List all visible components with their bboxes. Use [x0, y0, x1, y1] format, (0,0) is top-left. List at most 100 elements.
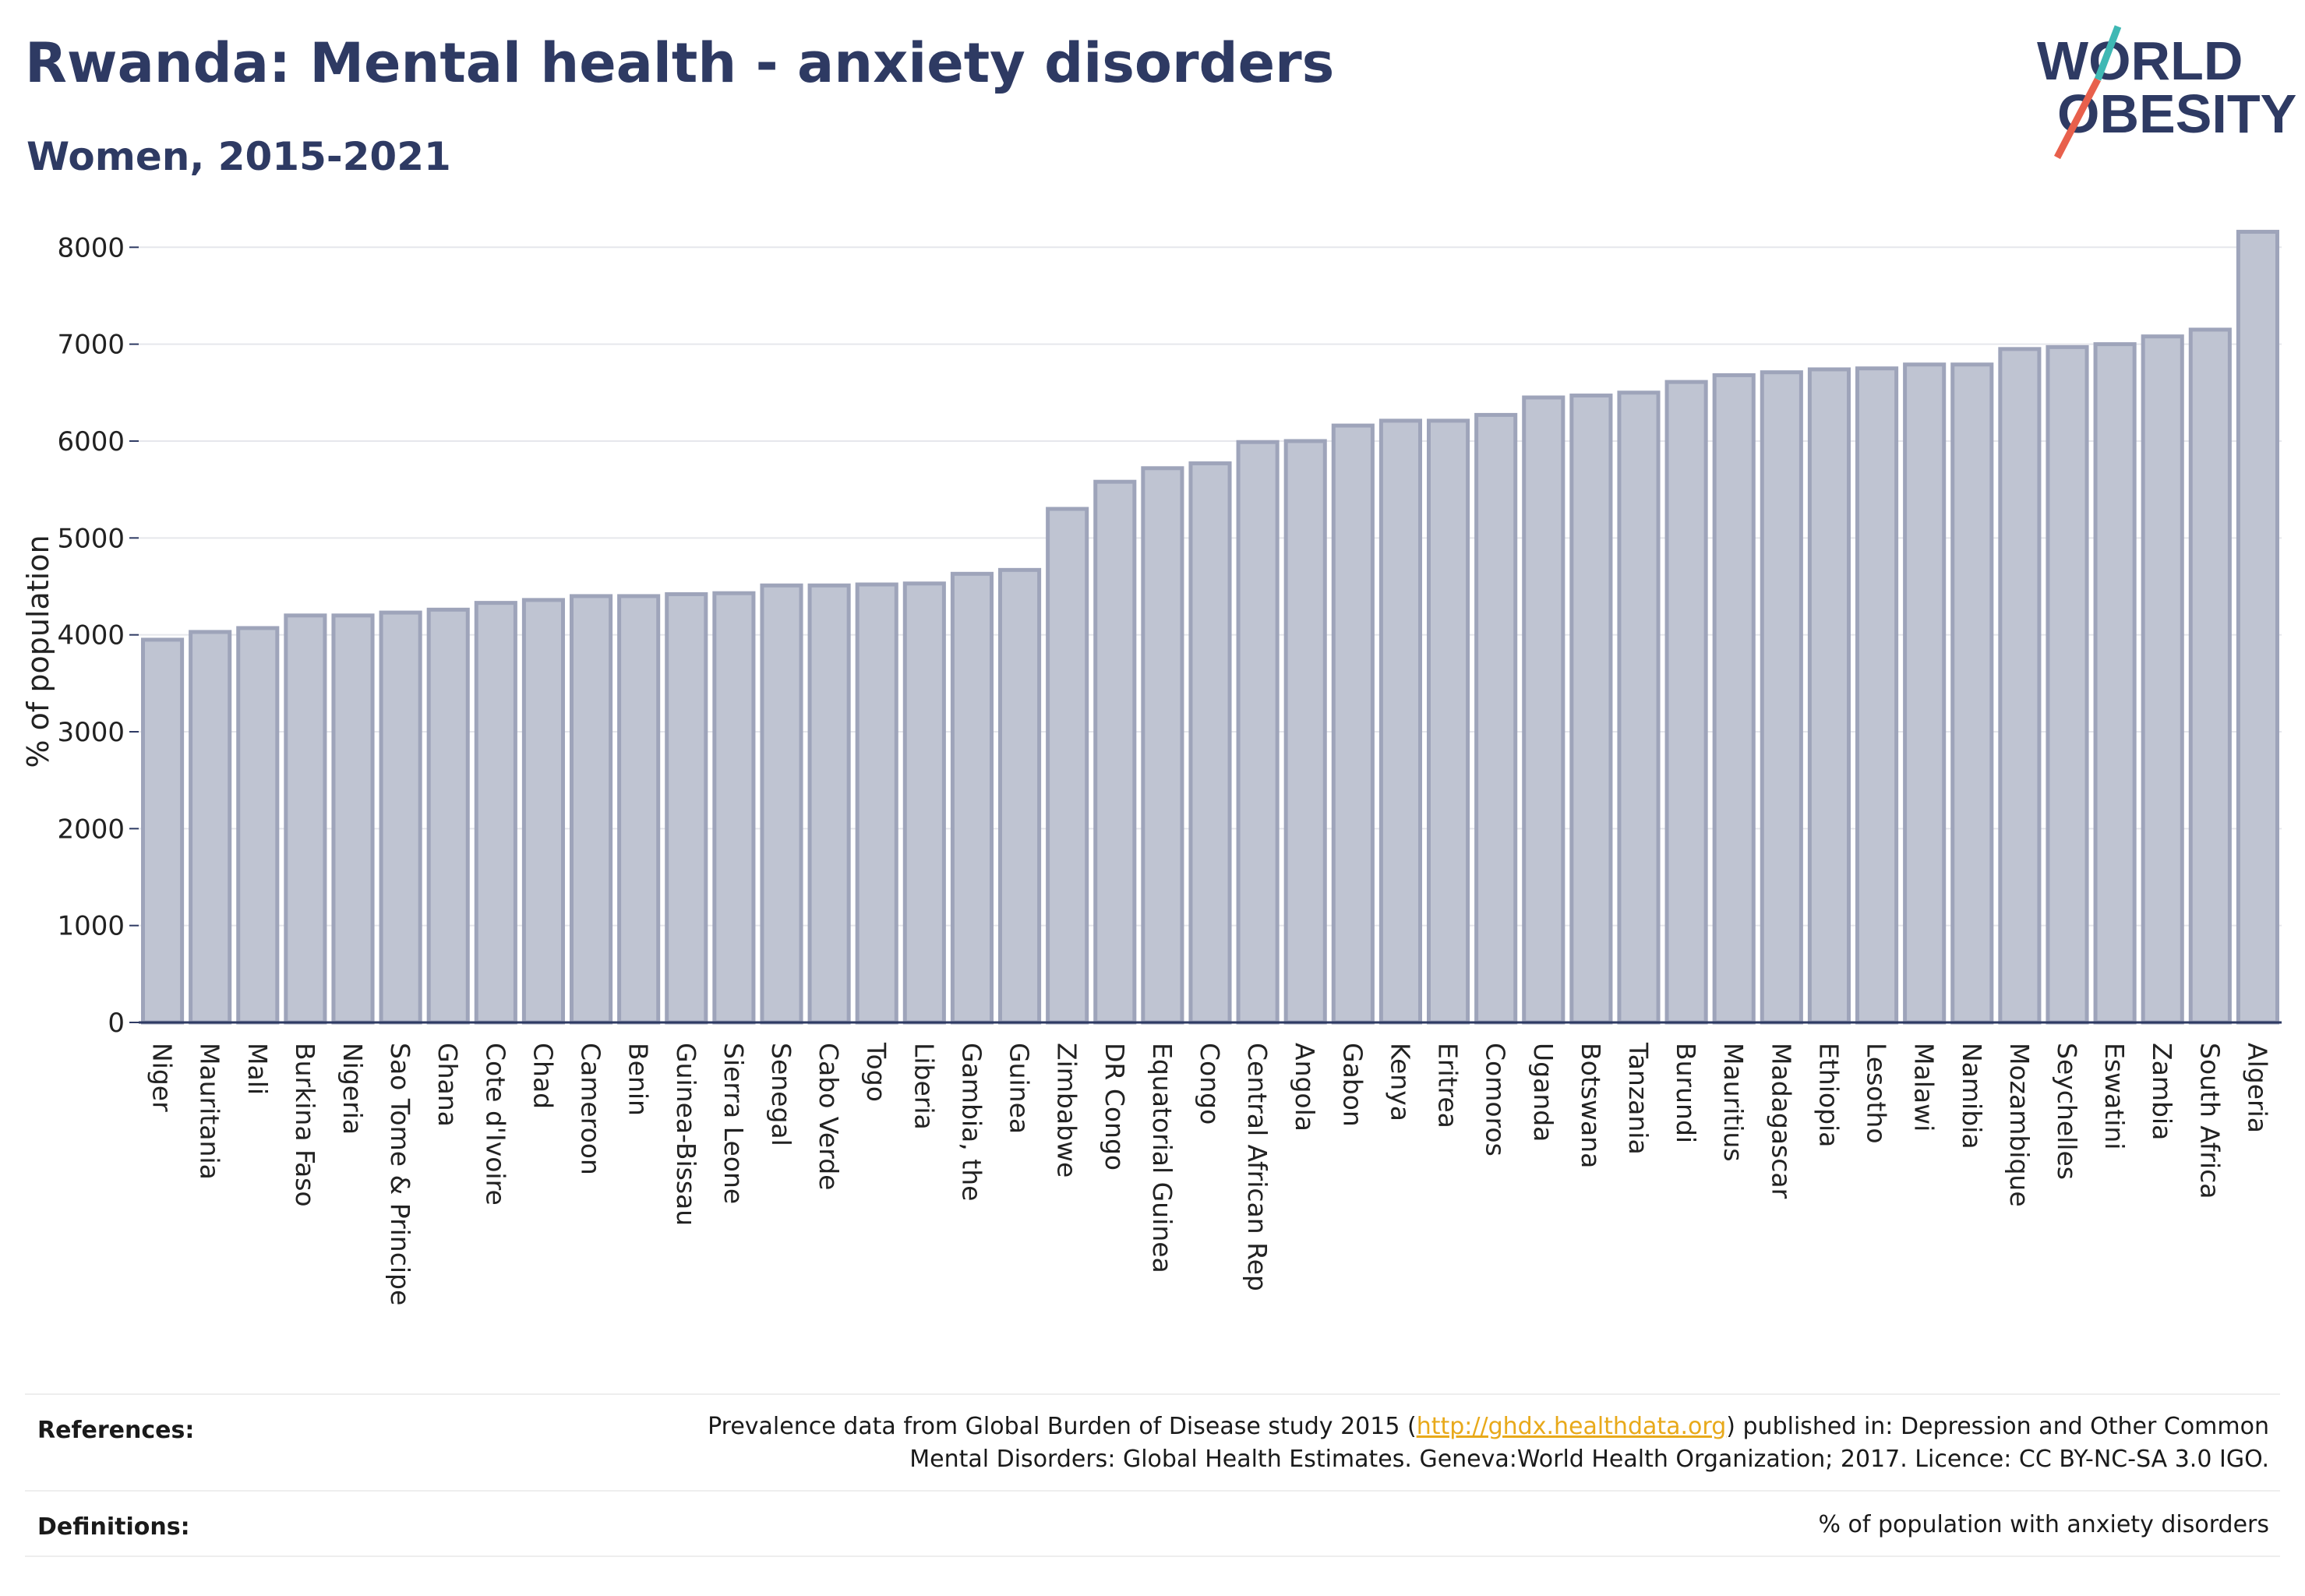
x-tick-label: Burkina Faso [290, 1043, 320, 1207]
bar [760, 583, 803, 1025]
bar-chart: 0 1000 2000 3000 4000 5000 6000 7000 8000 Niger M… [21, 229, 2282, 1305]
bar [1712, 373, 1756, 1025]
x-tick-label: Zimbabwe [1052, 1043, 1082, 1178]
chart-title: Rwanda: Mental health - anxiety disorder… [25, 31, 1335, 95]
bar [1998, 347, 2042, 1025]
world-obesity-logo: WORLD OBESITY [2037, 25, 2296, 160]
references-line2: Mental Disorders: Global Health Estimate… [909, 1446, 2269, 1473]
definitions-text: % of population with anxiety disorders [1818, 1511, 2269, 1538]
x-tick-label: Cameroon [576, 1043, 606, 1175]
y-tick-label: 0 [108, 1008, 125, 1039]
bar [189, 630, 232, 1025]
bar [665, 591, 708, 1025]
bar [1760, 370, 1803, 1025]
x-tick-label: Namibia [1957, 1043, 1987, 1149]
bar [1807, 367, 1851, 1025]
logo-line1: WORLD [2037, 30, 2243, 91]
x-tick-label: Burundi [1671, 1043, 1701, 1143]
bar [1283, 439, 1327, 1025]
x-tick-label: Malawi [1909, 1043, 1940, 1132]
bar [712, 591, 756, 1025]
x-tick-label: Mali [242, 1043, 273, 1095]
x-tick-label: Tanzania [1623, 1042, 1654, 1155]
x-tick-label: Congo [1195, 1043, 1225, 1125]
bar [2046, 344, 2089, 1025]
bar [1569, 394, 1613, 1025]
bar [2188, 327, 2232, 1025]
bar [2093, 342, 2137, 1025]
bar [1093, 479, 1137, 1025]
x-tick-label: Benin [623, 1043, 654, 1116]
x-tick-label: Ghana [432, 1043, 463, 1127]
x-tick-label: Guinea [1004, 1043, 1035, 1134]
bar [236, 626, 280, 1025]
y-tick-label: 3000 [57, 717, 125, 748]
x-tick-label: Central African Rep [1242, 1043, 1273, 1291]
definitions-label: Definitions: [37, 1513, 190, 1541]
bar [1950, 362, 1994, 1025]
x-tick-label: Eritrea [1433, 1043, 1463, 1128]
bar [1474, 412, 1518, 1025]
references-link[interactable]: http://ghdx.healthdata.org [1416, 1413, 1727, 1440]
x-tick-label: Mauritius [1718, 1043, 1749, 1162]
references-text-after: ) published in: Depression and Other Com… [1726, 1413, 2269, 1440]
x-tick-label: Uganda [1528, 1043, 1558, 1142]
y-axis-label: % of population [21, 535, 55, 768]
x-tick-label: South Africa [2194, 1043, 2225, 1199]
references-label: References: [37, 1417, 195, 1444]
x-tick-label: Comoros [1481, 1043, 1511, 1156]
bar [1617, 390, 1661, 1025]
logo-line2: OBESITY [2057, 83, 2296, 144]
x-tick-label: Algeria [2242, 1043, 2272, 1133]
x-tick-label: Mauritania [195, 1043, 225, 1180]
x-tick-label: Mozambique [2004, 1043, 2035, 1207]
bar [474, 601, 517, 1025]
x-tick-label: Zambia [2147, 1043, 2177, 1140]
y-tick-label: 8000 [57, 232, 125, 263]
logo-slash-bottom [2054, 77, 2101, 160]
bar [1188, 461, 1232, 1025]
bar [1141, 466, 1184, 1025]
bar [141, 637, 185, 1025]
x-tick-label: Liberia [909, 1043, 939, 1130]
footer-divider-top [25, 1393, 2280, 1395]
bar [1522, 395, 1565, 1025]
bar [998, 567, 1042, 1025]
x-tick-label: Nigeria [337, 1043, 368, 1135]
x-tick-label: Senegal [766, 1043, 796, 1146]
y-tick-label: 7000 [57, 330, 125, 361]
bar [1378, 418, 1423, 1025]
x-axis-labels: Niger Mauritania Mali Burkina Faso Nigeria Sa… [147, 1042, 2273, 1305]
x-tick-label: Ethiopia [1813, 1043, 1844, 1147]
y-tick-label: 5000 [57, 523, 125, 554]
bar [902, 581, 946, 1025]
bar [1236, 440, 1280, 1025]
x-tick-label: Angola [1290, 1043, 1320, 1132]
bar [950, 571, 994, 1025]
bar [570, 594, 613, 1025]
x-tick-label: Cabo Verde [814, 1043, 844, 1190]
bar [1427, 418, 1470, 1025]
bar [617, 594, 661, 1025]
bar [426, 607, 470, 1025]
bar [1664, 380, 1708, 1025]
x-tick-label: Kenya [1385, 1043, 1415, 1121]
bar [2236, 229, 2280, 1025]
x-tick-label: Togo [861, 1042, 891, 1102]
x-tick-label: DR Congo [1100, 1043, 1130, 1171]
bar [807, 583, 851, 1025]
y-tick-label: 4000 [57, 620, 125, 651]
footer-divider-middle [25, 1490, 2280, 1492]
footer-divider-bottom [25, 1555, 2280, 1557]
logo-slash-top [2094, 25, 2122, 81]
bar [284, 613, 327, 1025]
bar [1331, 423, 1375, 1025]
bar [331, 613, 375, 1025]
x-tick-label: Lesotho [1862, 1043, 1892, 1144]
x-tick-label: Sao Tome & Principe [385, 1043, 415, 1305]
x-tick-label: Equatorial Guinea [1147, 1043, 1177, 1273]
x-tick-label: Cote d'Ivoire [480, 1043, 510, 1206]
bar [1046, 507, 1089, 1025]
bar [379, 610, 422, 1025]
x-tick-label: Botswana [1576, 1043, 1606, 1168]
